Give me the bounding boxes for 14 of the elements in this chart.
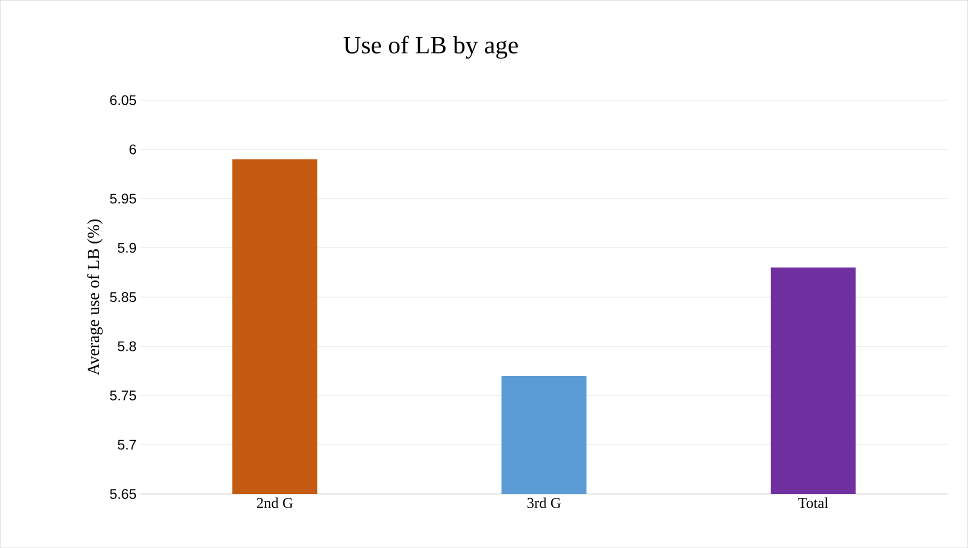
y-tick-label: 5.95 [110, 194, 136, 204]
y-tick-label: 5.65 [110, 488, 136, 499]
y-tick-label: 6 [130, 144, 136, 154]
y-tick-label: 5.85 [110, 292, 136, 302]
y-tick-label: 5.7 [118, 440, 136, 450]
y-tick-label: 6.05 [110, 95, 136, 106]
y-axis-title: Average use of LB (%) [87, 219, 103, 376]
y-tick-label: 5.9 [118, 242, 136, 253]
y-tick-label: 5.8 [118, 341, 136, 352]
chart-title: Use of LB by age [344, 36, 518, 59]
x-tick-label: 2nd G [256, 497, 293, 508]
x-tick-label: Total [798, 497, 828, 508]
x-tick-label: 3rd G [527, 497, 561, 508]
y-tick-label: 5.75 [110, 390, 136, 400]
